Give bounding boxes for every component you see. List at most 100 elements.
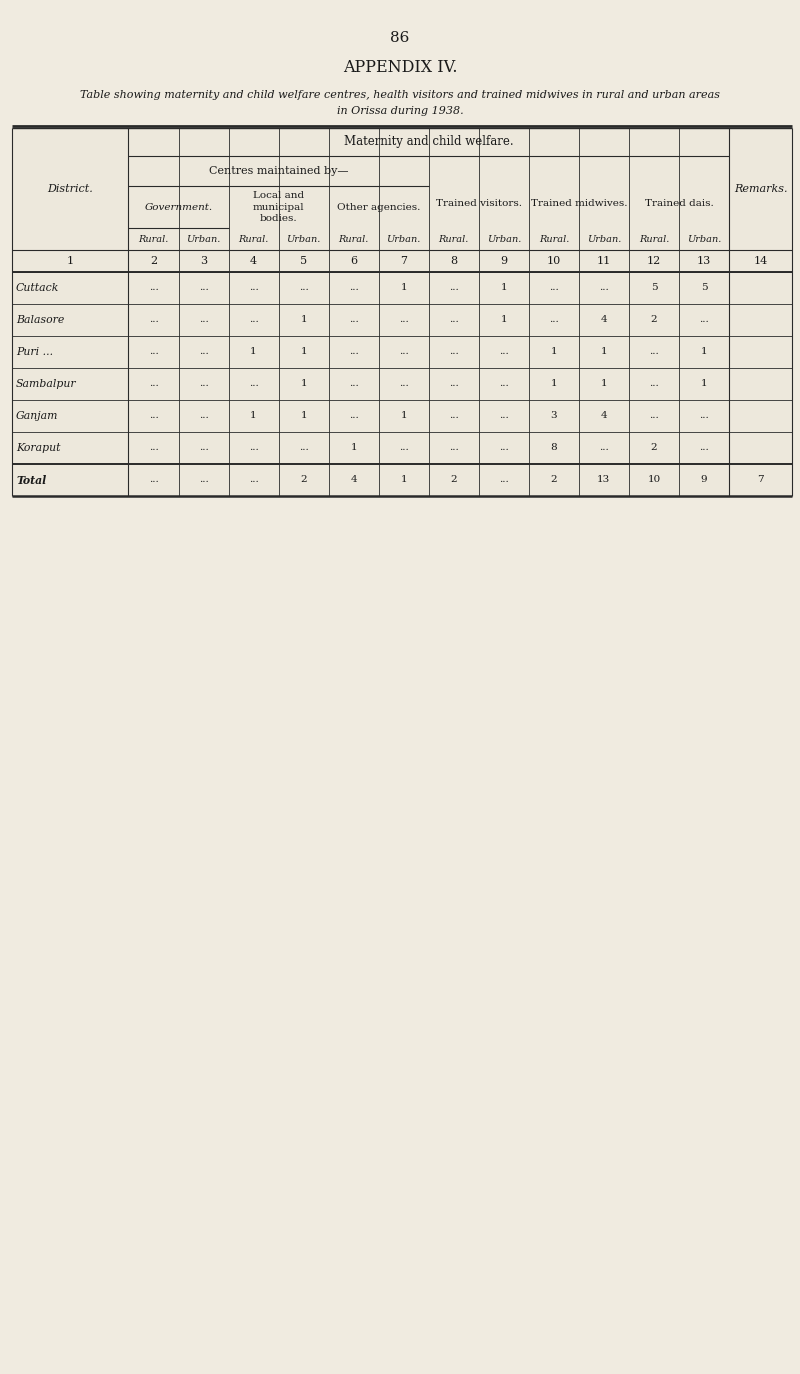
Text: Rural.: Rural.: [138, 235, 169, 243]
Text: ...: ...: [699, 444, 709, 452]
Text: ...: ...: [349, 283, 358, 293]
Text: 13: 13: [598, 475, 610, 485]
Text: ...: ...: [198, 348, 209, 356]
Text: 11: 11: [597, 256, 611, 267]
Text: 2: 2: [450, 475, 457, 485]
Text: 7: 7: [400, 256, 407, 267]
Text: Rural.: Rural.: [238, 235, 269, 243]
Text: 2: 2: [150, 256, 157, 267]
Text: 3: 3: [200, 256, 207, 267]
Text: ...: ...: [149, 379, 158, 389]
Text: 1: 1: [701, 379, 707, 389]
Text: Urban.: Urban.: [186, 235, 221, 243]
Text: Urban.: Urban.: [486, 235, 521, 243]
Text: 1: 1: [300, 316, 307, 324]
Text: ...: ...: [599, 283, 609, 293]
Text: ...: ...: [249, 444, 258, 452]
Text: ...: ...: [499, 348, 509, 356]
Text: ...: ...: [198, 283, 209, 293]
Text: Balasore: Balasore: [16, 315, 64, 326]
Text: Trained dais.: Trained dais.: [645, 198, 714, 207]
Text: ...: ...: [149, 283, 158, 293]
Text: 9: 9: [500, 256, 507, 267]
Text: ...: ...: [249, 379, 258, 389]
Text: ...: ...: [449, 379, 458, 389]
Text: 10: 10: [546, 256, 561, 267]
Text: Trained midwives.: Trained midwives.: [530, 198, 627, 207]
Text: Government.: Government.: [145, 202, 213, 212]
Text: 2: 2: [650, 444, 658, 452]
Text: Urban.: Urban.: [586, 235, 621, 243]
Text: Centres maintained by—: Centres maintained by—: [209, 166, 348, 176]
Text: ...: ...: [349, 411, 358, 420]
Text: ...: ...: [449, 444, 458, 452]
Text: 12: 12: [647, 256, 661, 267]
Text: 1: 1: [501, 283, 507, 293]
Text: 1: 1: [401, 283, 407, 293]
Text: ...: ...: [149, 444, 158, 452]
Text: 1: 1: [501, 316, 507, 324]
Text: ...: ...: [449, 283, 458, 293]
Text: District.: District.: [47, 184, 93, 194]
Text: ...: ...: [399, 444, 409, 452]
Text: ...: ...: [349, 316, 358, 324]
Text: ...: ...: [649, 379, 659, 389]
Text: Rural.: Rural.: [338, 235, 369, 243]
Text: ...: ...: [298, 444, 309, 452]
Text: Ganjam: Ganjam: [16, 411, 58, 420]
Text: Remarks.: Remarks.: [734, 184, 787, 194]
Text: ...: ...: [349, 348, 358, 356]
Text: 1: 1: [701, 348, 707, 356]
Text: 1: 1: [66, 256, 74, 267]
Text: Rural.: Rural.: [438, 235, 469, 243]
Text: Sambalpur: Sambalpur: [16, 379, 77, 389]
Text: Trained visitors.: Trained visitors.: [436, 198, 522, 207]
Bar: [12, 128, 792, 496]
Text: Rural.: Rural.: [538, 235, 569, 243]
Text: ...: ...: [449, 348, 458, 356]
Text: ...: ...: [499, 444, 509, 452]
Text: ...: ...: [149, 348, 158, 356]
Text: ...: ...: [198, 411, 209, 420]
Text: APPENDIX IV.: APPENDIX IV.: [342, 59, 458, 77]
Text: Rural.: Rural.: [638, 235, 669, 243]
Text: 1: 1: [300, 379, 307, 389]
Text: 2: 2: [550, 475, 557, 485]
Text: ...: ...: [399, 316, 409, 324]
Text: ...: ...: [198, 379, 209, 389]
Text: ...: ...: [599, 444, 609, 452]
Text: 1: 1: [601, 379, 607, 389]
Text: ...: ...: [399, 348, 409, 356]
Text: ...: ...: [499, 411, 509, 420]
Text: 1: 1: [300, 348, 307, 356]
Text: ...: ...: [249, 283, 258, 293]
Text: ...: ...: [149, 411, 158, 420]
Text: 1: 1: [300, 411, 307, 420]
Text: 4: 4: [350, 475, 357, 485]
Text: Cuttack: Cuttack: [16, 283, 59, 293]
Text: 4: 4: [601, 411, 607, 420]
Text: ...: ...: [499, 475, 509, 485]
Text: Koraput: Koraput: [16, 442, 61, 453]
Text: 14: 14: [754, 256, 768, 267]
Text: Urban.: Urban.: [386, 235, 421, 243]
Text: ...: ...: [149, 475, 158, 485]
Text: ...: ...: [649, 348, 659, 356]
Text: ...: ...: [649, 411, 659, 420]
Text: Puri ...: Puri ...: [16, 348, 53, 357]
Text: 1: 1: [601, 348, 607, 356]
Text: 2: 2: [650, 316, 658, 324]
Text: 13: 13: [697, 256, 711, 267]
Text: 1: 1: [401, 411, 407, 420]
Text: ...: ...: [399, 379, 409, 389]
Text: 6: 6: [350, 256, 358, 267]
Text: ...: ...: [449, 316, 458, 324]
Text: 1: 1: [550, 379, 557, 389]
Text: 1: 1: [250, 348, 257, 356]
Text: ...: ...: [549, 283, 558, 293]
Text: ...: ...: [449, 411, 458, 420]
Text: 10: 10: [647, 475, 661, 485]
Text: 8: 8: [550, 444, 557, 452]
Text: ...: ...: [349, 379, 358, 389]
Text: ...: ...: [198, 444, 209, 452]
